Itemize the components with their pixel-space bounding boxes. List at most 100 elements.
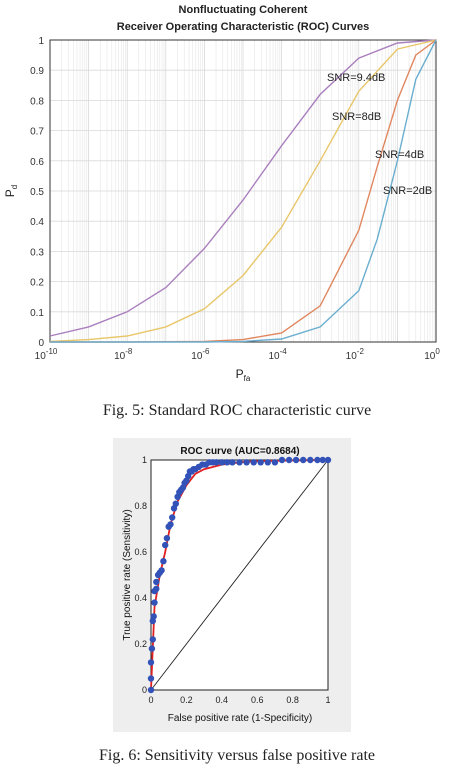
y-tick-label: 0.4 xyxy=(30,217,44,228)
data-point xyxy=(153,578,160,586)
figure-5-caption: Fig. 5: Standard ROC characteristic curv… xyxy=(102,402,372,419)
x-tick-label: 0.4 xyxy=(216,695,229,705)
x-tick-label: 10-8 xyxy=(114,347,133,362)
x-tick-label: 10-4 xyxy=(268,347,287,362)
chart-title: ROC curve (AUC=0.8684) xyxy=(180,446,299,457)
y-axis-label: Pd xyxy=(3,185,19,197)
y-tick-label: 0.9 xyxy=(30,66,44,77)
data-point xyxy=(148,645,156,652)
data-point xyxy=(172,500,179,507)
data-point xyxy=(169,514,176,521)
data-point xyxy=(147,659,155,666)
y-tick-label: 0 xyxy=(142,685,147,695)
data-point xyxy=(147,675,155,682)
x-tick-exp: -8 xyxy=(125,347,133,356)
y-tick-label: 0.2 xyxy=(30,278,44,289)
annotation-label: SNR=4dB xyxy=(375,149,424,161)
roc-curves-chart: SNR=9.4dB SNR=8dB SNR=4dB SNR=2dB 0 0.1 0.2 0.3… xyxy=(3,4,440,383)
x-tick-label: 1 xyxy=(325,695,330,705)
y-tick-label: 1 xyxy=(142,455,147,465)
data-point xyxy=(163,535,171,542)
data-point xyxy=(307,456,314,464)
data-point xyxy=(236,459,243,466)
data-point xyxy=(151,599,158,606)
diagonal-line xyxy=(150,459,329,691)
figure-5: SNR=9.4dB SNR=8dB SNR=4dB SNR=2dB 0 0.1 0.2 0.3… xyxy=(3,4,440,383)
data-point xyxy=(160,558,167,565)
series-line-3 xyxy=(50,39,437,343)
figure-6: 0 0.2 0.4 0.6 0.8 1 0 0.2 0.4 0.6 0.8 1 ROC curve (A… xyxy=(0,438,474,743)
data-point xyxy=(278,456,286,464)
series-line-1 xyxy=(49,39,437,343)
x-axis-label: Pfa xyxy=(236,367,251,383)
data-point xyxy=(243,459,250,466)
x-tick-base: 10 xyxy=(424,351,436,362)
data-point xyxy=(285,456,293,464)
x-tick-label: 10-10 xyxy=(35,347,58,362)
y-tick-label: 0.8 xyxy=(30,96,44,107)
y-tick-label: 0 xyxy=(38,338,44,349)
x-tick-label: 0.2 xyxy=(180,695,193,705)
data-point xyxy=(264,459,271,466)
chart-title-line1: Nonfluctuating Coherent xyxy=(179,4,308,16)
x-tick-label: 10-2 xyxy=(346,347,365,362)
x-tick-base: 10 xyxy=(35,351,47,362)
data-point xyxy=(167,521,174,528)
y-tick-label: 0.5 xyxy=(30,187,44,198)
y-axis-label-main: P xyxy=(3,189,17,197)
y-tick-label: 1 xyxy=(38,36,44,47)
y-axis-label: True positive rate (Sensitivity) xyxy=(122,509,133,640)
x-tick-exp: -10 xyxy=(46,347,58,356)
data-point xyxy=(223,459,231,466)
data-point xyxy=(324,456,332,464)
x-tick-exp: -6 xyxy=(202,347,210,356)
y-axis-label-sub: d xyxy=(10,185,19,189)
data-point xyxy=(147,686,155,694)
x-tick-base: 10 xyxy=(114,351,126,362)
data-point xyxy=(213,459,220,466)
annotation-label: SNR=2dB xyxy=(383,185,432,197)
x-tick-base: 10 xyxy=(268,351,280,362)
data-point xyxy=(250,459,257,466)
y-tick-label: 0.1 xyxy=(30,308,44,319)
x-axis-label-main: P xyxy=(236,367,244,381)
x-tick-label: 100 xyxy=(424,347,440,362)
data-point xyxy=(150,613,157,620)
sensitivity-chart: 0 0.2 0.4 0.6 0.8 1 0 0.2 0.4 0.6 0.8 1 ROC curve (A… xyxy=(113,438,351,732)
y-tick-label: 0.7 xyxy=(30,127,44,138)
data-point xyxy=(158,567,165,574)
annotation-label: SNR=9.4dB xyxy=(327,72,385,84)
y-tick-label: 0.3 xyxy=(30,247,44,258)
x-tick-exp: 0 xyxy=(435,347,440,356)
y-tick-label: 0.4 xyxy=(134,593,147,603)
chart-title-line2: Receiver Operating Characteristic (ROC) … xyxy=(117,21,369,33)
data-point xyxy=(292,456,300,464)
data-point xyxy=(300,456,307,464)
y-tick-label: 0.8 xyxy=(134,501,147,511)
data-point xyxy=(218,459,225,466)
data-point xyxy=(162,541,169,549)
figure-6-caption: Fig. 6: Sensitivity versus false positiv… xyxy=(99,747,375,764)
data-point xyxy=(314,456,321,464)
annotation-label: SNR=8dB xyxy=(332,111,381,123)
x-tick-label: 0.6 xyxy=(251,695,264,705)
x-tick-label: 0.8 xyxy=(286,695,299,705)
data-point xyxy=(229,459,236,466)
x-tick-base: 10 xyxy=(346,351,358,362)
data-point xyxy=(149,636,156,643)
y-tick-label: 0.2 xyxy=(134,639,147,649)
y-tick-label: 0.6 xyxy=(30,157,44,168)
data-point xyxy=(271,459,279,466)
x-axis-label: False positive rate (1-Specificity) xyxy=(168,713,313,724)
data-point xyxy=(319,456,326,464)
x-tick-exp: -2 xyxy=(357,347,365,356)
series-line-0 xyxy=(49,39,437,337)
x-tick-base: 10 xyxy=(191,351,203,362)
x-tick-label: 0 xyxy=(148,695,153,705)
x-tick-label: 10-6 xyxy=(191,347,210,362)
x-axis-label-sub: fa xyxy=(244,374,251,383)
y-tick-label: 0.6 xyxy=(134,547,147,557)
data-point xyxy=(257,459,264,466)
data-point xyxy=(153,585,160,592)
x-tick-exp: -4 xyxy=(280,347,288,356)
